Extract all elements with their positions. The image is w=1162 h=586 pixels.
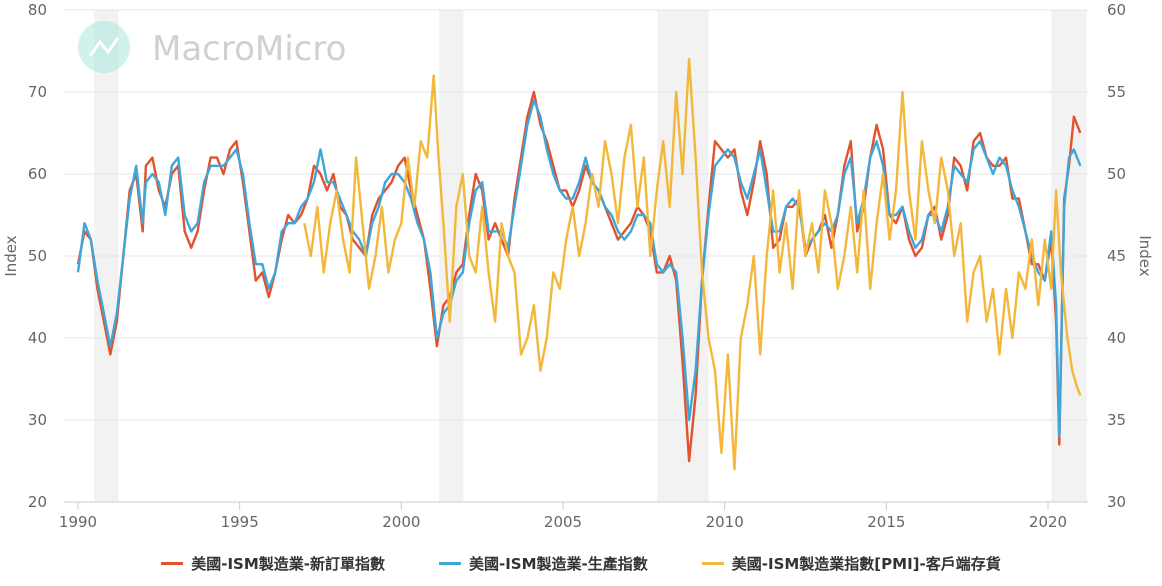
y-right-tick-label-6: 60 (1107, 1, 1126, 19)
y-right-tick-label-1: 35 (1107, 411, 1126, 429)
y-right-tick-label-5: 55 (1107, 83, 1126, 101)
legend-swatch-production (439, 562, 461, 565)
x-tick-label-1: 1995 (221, 513, 259, 531)
legend-label-production: 美國-ISM製造業-生產指數 (469, 555, 648, 573)
legend-swatch-new-orders (161, 562, 184, 565)
series-line-0 (76, 90, 1082, 463)
x-tick-label-0: 1990 (59, 513, 97, 531)
y-right-tick-label-2: 40 (1107, 329, 1126, 347)
y-left-tick-label-1: 30 (28, 411, 47, 429)
legend-item-customer-inventories[interactable]: 美國-ISM製造業指數[PMI]-客戶端存貨 (701, 553, 1001, 574)
y-right-tick-label-0: 30 (1107, 493, 1126, 511)
y-axis-right-title: Index (1136, 235, 1154, 276)
x-tick-label-2: 2000 (382, 513, 420, 531)
watermark: MacroMicro (78, 21, 346, 73)
y-right-tick-label-4: 50 (1107, 165, 1126, 183)
y-left-tick-label-3: 50 (28, 247, 47, 265)
y-left-tick-label-0: 20 (28, 493, 47, 511)
series-lines (76, 58, 1082, 471)
y-left-tick-label-4: 60 (28, 165, 47, 183)
series-line-2 (303, 58, 1082, 471)
legend-item-production[interactable]: 美國-ISM製造業-生產指數 (439, 553, 648, 574)
y-left-tick-label-2: 40 (28, 329, 47, 347)
legend-label-customer-inventories: 美國-ISM製造業指數[PMI]-客戶端存貨 (731, 555, 1001, 573)
x-tick-label-5: 2015 (867, 513, 905, 531)
y-axis-left-title: Index (2, 235, 20, 276)
watermark-logo-mark (88, 37, 120, 57)
legend-item-new-orders[interactable]: 美國-ISM製造業-新訂單指數 (161, 553, 385, 574)
watermark-text: MacroMicro (152, 29, 346, 69)
x-tick-label-4: 2010 (706, 513, 744, 531)
x-tick-label-6: 2020 (1029, 513, 1067, 531)
legend: 美國-ISM製造業-新訂單指數 美國-ISM製造業-生產指數 美國-ISM製造業… (0, 553, 1162, 574)
gridlines (64, 9, 1088, 503)
legend-label-new-orders: 美國-ISM製造業-新訂單指數 (191, 555, 385, 573)
series-line-1 (76, 98, 1082, 438)
axes: 1990 1995 2000 2005 2010 2015 2020203040506070… (28, 1, 1126, 531)
y-left-tick-label-6: 80 (28, 1, 47, 19)
x-tick-label-3: 2005 (544, 513, 582, 531)
legend-swatch-customer-inventories (701, 562, 724, 565)
y-left-tick-label-5: 70 (28, 83, 47, 101)
y-right-tick-label-3: 45 (1107, 247, 1126, 265)
